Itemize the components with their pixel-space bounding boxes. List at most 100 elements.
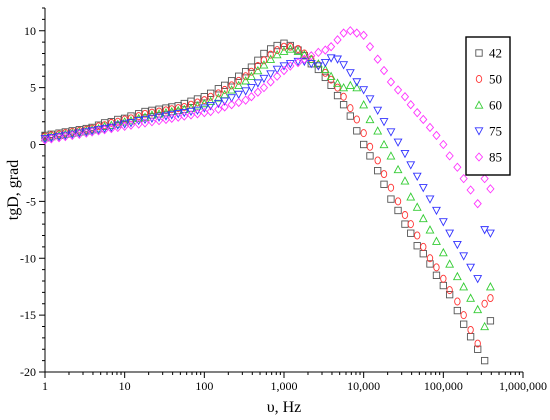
data-point [167,113,176,124]
data-point [460,311,467,320]
data-point [459,173,468,184]
data-point [373,54,382,64]
data-point [280,42,288,51]
data-point [360,140,368,149]
legend: 42 50 60 75 85 [465,36,511,176]
data-point [87,127,97,137]
data-point [246,83,256,93]
data-point [420,242,427,251]
y-axis: 10 5 0 -5 -10 -15 -20 [20,7,45,379]
data-point [175,104,182,113]
data-point [359,100,369,109]
data-point [106,120,116,129]
data-point [426,260,434,268]
data-point [213,99,223,109]
y-axis-title: tgD, grad [5,160,22,220]
data-point [321,45,330,55]
data-point [266,54,276,63]
data-point [320,64,330,74]
data-point [127,114,135,123]
data-point [426,254,434,263]
data-point [414,231,421,240]
y-tick-label: 10 [24,24,36,38]
data-point [481,299,488,308]
data-point [273,71,282,81]
data-point [221,81,229,90]
data-point [365,114,375,124]
data-point [114,115,122,124]
data-point [113,122,122,133]
y-tick-label: -10 [20,251,36,265]
data-point [439,281,447,290]
x-axis: 1 10 100 1,000 10,000 100,000 1,000,000 [42,372,547,393]
data-point [413,242,421,250]
data-point [220,97,230,106]
data-point [259,82,269,93]
data-point [260,56,268,65]
data-point [345,69,355,78]
data-point [194,98,201,107]
data-point [466,333,475,341]
data-point [294,44,302,53]
data-point [279,62,289,71]
data-point [326,71,336,80]
data-point [234,90,244,100]
data-point [242,72,249,81]
data-point [394,206,402,215]
data-point [433,263,440,272]
data-point [293,46,303,55]
data-point [180,111,189,121]
data-point [253,79,263,88]
data-point [227,94,237,103]
data-point [366,152,374,160]
data-point [425,225,435,234]
data-point [272,65,282,75]
data-point [454,297,461,306]
data-point [373,106,383,116]
data-point [253,65,263,75]
data-point [234,80,244,90]
data-point [206,89,215,97]
data-point [140,112,150,121]
data-point [215,89,222,98]
data-point [75,129,84,139]
data-point [267,50,274,59]
data-point [40,135,50,145]
data-point [345,80,355,90]
data-point [459,252,469,261]
data-point [480,356,489,365]
data-point [374,156,381,165]
data-point [432,130,441,141]
data-point [154,115,164,126]
data-point [407,220,414,229]
data-point [480,173,489,184]
data-point [473,304,483,314]
data-point [473,275,483,284]
data-point [459,282,469,291]
data-point [120,117,130,126]
data-point [186,107,196,117]
y-tick-label: 5 [30,81,36,95]
data-point [61,131,70,142]
data-point [401,220,409,228]
data-point [279,46,289,55]
data-point [393,85,403,95]
series-layer [40,26,495,365]
data-point [285,44,295,53]
data-point [259,74,269,84]
data-point [439,139,448,150]
series-85 [40,26,495,209]
data-point [313,62,323,71]
data-point [467,325,474,334]
data-point [359,86,369,95]
data-point [293,57,303,68]
data-point [394,197,402,206]
data-point [347,104,354,113]
data-point [246,71,256,80]
data-point [340,92,347,101]
data-point [154,113,164,122]
data-point [235,72,243,80]
data-point [452,240,462,250]
data-point [228,81,235,90]
data-point [213,93,223,102]
